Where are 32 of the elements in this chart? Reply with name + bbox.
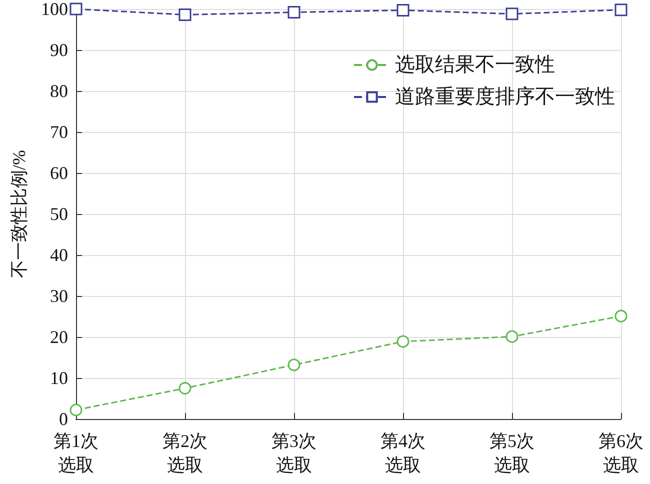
point xyxy=(288,6,300,19)
point xyxy=(614,4,628,16)
point xyxy=(178,382,192,394)
y-tick-label: 100 xyxy=(41,0,68,19)
x-tick-label: 第6次选取 xyxy=(598,431,644,475)
y-tick-label: 80 xyxy=(50,81,68,101)
x-tick-label: 第5次选取 xyxy=(490,431,534,475)
point xyxy=(288,358,300,372)
y-axis-title: 不一致性比例/% xyxy=(9,150,29,278)
y-tick-label: 30 xyxy=(50,286,68,306)
point xyxy=(396,4,410,16)
y-tick-label: 40 xyxy=(50,245,68,265)
x-tick-label: 第1次选取 xyxy=(54,431,98,475)
point xyxy=(396,335,410,348)
legend-label: 选取结果不一致性 xyxy=(395,54,555,76)
point xyxy=(614,310,628,322)
y-tick-label: 90 xyxy=(50,40,68,60)
point xyxy=(506,8,518,20)
point xyxy=(70,404,82,416)
x-tick-label: 第3次选取 xyxy=(272,431,316,475)
x-tick-label: 第2次选取 xyxy=(162,431,208,475)
point xyxy=(506,330,518,343)
y-tick-label: 60 xyxy=(50,163,68,183)
point xyxy=(70,2,82,16)
point xyxy=(178,8,192,21)
legend-label: 道路重要度排序不一致性 xyxy=(395,86,615,108)
y-tick-label: 10 xyxy=(50,368,68,388)
x-tick-label: 第4次选取 xyxy=(380,431,426,475)
y-tick-label: 20 xyxy=(50,327,68,347)
y-tick-label: 0 xyxy=(59,409,68,429)
y-tick-label: 50 xyxy=(50,204,68,224)
y-tick-label: 70 xyxy=(50,122,68,142)
